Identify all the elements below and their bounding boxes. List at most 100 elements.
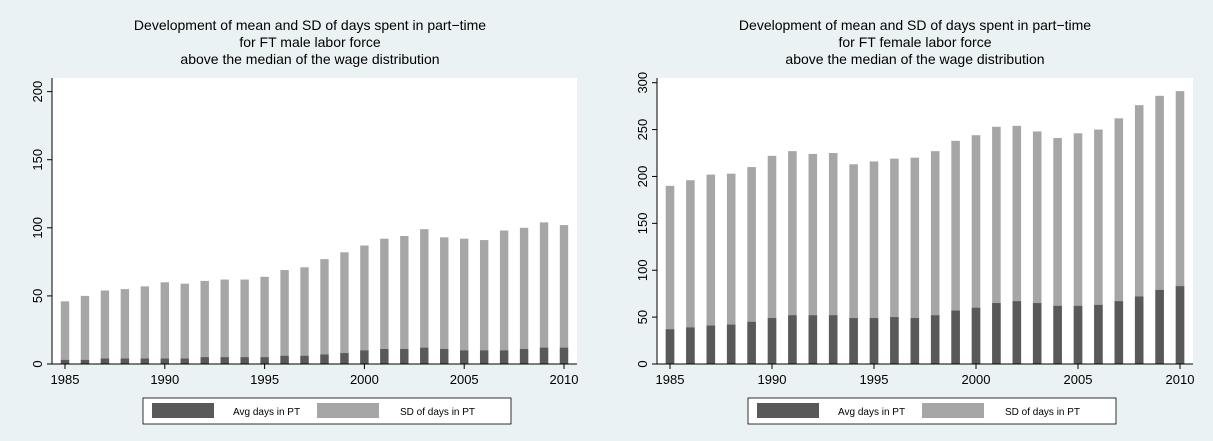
y-tick-label: 250 [635,119,650,141]
chart-female: Development of mean and SD of days spent… [635,17,1194,425]
bar-sd-2007 [1114,118,1124,364]
y-tick-label: 200 [635,166,650,188]
y-tick-label: 100 [30,217,45,239]
bar-avg-2009 [539,347,549,364]
chart-title-line-2: for FT male labor force [239,34,381,50]
bar-avg-1998 [320,354,329,364]
y-tick-label: 50 [30,289,45,303]
bar-avg-1995 [869,318,879,364]
bar-sd-1987 [100,290,110,364]
bar-sd-2008 [519,227,529,364]
chart-title-line-3: above the median of the wage distributio… [180,51,439,67]
x-tick-label: 1985 [51,372,80,387]
bar-sd-1995 [260,276,269,364]
chart-male: Development of mean and SD of days spent… [30,17,578,425]
legend-label-sd: SD of days in PT [1005,407,1080,418]
bar-sd-2002 [1012,125,1022,364]
x-tick-label: 2005 [450,372,479,387]
legend: Avg days in PT SD of days in PT [142,397,512,425]
bar-sd-2000 [971,135,981,364]
bar-avg-1998 [930,315,940,364]
bar-sd-2005 [1073,133,1083,364]
bar-avg-2001 [992,303,1001,364]
legend-label-avg: Avg days in PT [838,407,905,418]
chart-title-line-2: for FT female labor force [838,34,991,50]
plot-area [52,78,577,364]
bar-avg-1985 [665,329,675,364]
bar-avg-1990 [160,358,169,364]
bar-sd-1993 [220,279,229,364]
bar-avg-2002 [1012,301,1022,364]
chart-title-line-1: Development of mean and SD of days spent… [134,17,486,33]
bar-avg-2010 [1175,286,1185,364]
bar-avg-2004 [440,349,449,364]
bar-avg-1987 [100,358,110,364]
bar-sd-1988 [120,289,130,364]
y-tick-label: 50 [635,310,650,324]
bar-avg-1986 [686,327,695,364]
bar-avg-1988 [120,358,130,364]
bar-avg-1986 [80,359,90,364]
bar-sd-1993 [828,153,838,364]
bar-avg-2008 [1134,296,1144,364]
bar-avg-1999 [951,310,960,364]
y-tick-label: 0 [30,360,45,367]
bar-sd-1992 [808,153,818,364]
bar-avg-1999 [340,353,349,364]
y-tick-label: 300 [635,72,650,94]
bar-sd-2005 [460,238,469,364]
y-tick-label: 0 [635,360,650,367]
bar-sd-1985 [665,185,675,364]
bar-avg-1992 [200,357,209,364]
bar-sd-1994 [849,164,858,364]
bar-sd-2006 [1094,129,1103,364]
bar-sd-1985 [60,301,70,364]
bar-avg-2003 [1032,303,1042,364]
bar-sd-1986 [80,295,90,364]
bar-sd-1988 [726,173,736,364]
bar-sd-2003 [420,229,429,364]
y-tick-label: 150 [30,149,45,171]
bar-sd-1995 [869,161,879,364]
bar-avg-2006 [479,350,489,364]
bar-group [665,91,1185,364]
bar-sd-2004 [440,237,449,364]
legend: Avg days in PT SD of days in PT [747,397,1117,425]
bar-sd-1989 [747,167,756,364]
legend-swatch-sd [922,403,984,418]
legend-swatch-sd [317,403,379,418]
axes: 0 50 100 150 200 1985 1990 1995 2000 2005 2010 [30,78,578,387]
bar-sd-2010 [559,225,569,364]
x-tick-label: 2010 [550,372,579,387]
bar-sd-2008 [1134,105,1144,364]
y-tick-label: 200 [30,81,45,103]
bar-sd-2009 [1155,95,1164,364]
bar-avg-1996 [280,355,289,364]
bar-sd-1994 [240,279,249,364]
bar-sd-1987 [706,174,716,364]
bar-sd-2003 [1032,131,1042,364]
bar-sd-1990 [160,282,169,364]
bar-avg-2000 [360,350,369,364]
bar-avg-2008 [519,349,529,364]
bar-avg-1989 [140,358,150,364]
bar-sd-2009 [539,222,549,364]
bar-avg-2007 [499,350,509,364]
bar-avg-2005 [460,350,469,364]
bar-avg-1988 [726,324,736,364]
bar-avg-2003 [420,347,429,364]
bar-avg-1993 [828,315,838,364]
bar-sd-1999 [340,252,349,364]
bar-group [60,222,569,364]
bar-avg-1991 [788,315,797,364]
legend-swatch-avg [152,403,214,418]
bar-avg-1987 [706,325,716,364]
bar-avg-1995 [260,357,269,364]
bar-sd-1998 [930,151,940,364]
bar-sd-1997 [300,267,309,364]
bar-avg-2007 [1114,301,1124,364]
bar-avg-1997 [300,355,309,364]
chart-title-line-3: above the median of the wage distributio… [785,51,1044,67]
bar-avg-1990 [767,318,777,364]
axes: 0 50 100 150 200 250 300 1985 1990 1995 2000 2005 20… [635,72,1194,387]
